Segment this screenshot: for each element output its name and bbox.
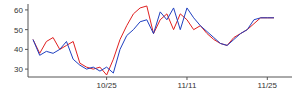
y-tick-label: 40 (14, 45, 23, 54)
chart-root: 30 40 50 60 10/25 11/11 11/25 (0, 0, 300, 96)
y-tick-label: 60 (14, 6, 23, 15)
series-line (33, 8, 274, 73)
x-tick-label: 10/25 (97, 81, 118, 90)
y-tick-label: 50 (14, 26, 23, 35)
x-tick-label: 11/25 (258, 81, 278, 90)
y-tick (25, 9, 28, 10)
y-tick-label: 30 (14, 65, 23, 74)
x-axis (28, 77, 292, 78)
chart: 30 40 50 60 10/25 11/11 11/25 (0, 0, 300, 96)
x-tick-label: 11/11 (178, 81, 197, 90)
series-line (33, 6, 274, 75)
x-tick (267, 77, 268, 80)
x-tick (106, 77, 107, 80)
y-tick (25, 29, 28, 30)
y-tick (25, 49, 28, 50)
x-tick (186, 77, 187, 80)
y-tick (25, 69, 28, 70)
plot-area (33, 6, 274, 75)
y-axis (28, 4, 29, 77)
